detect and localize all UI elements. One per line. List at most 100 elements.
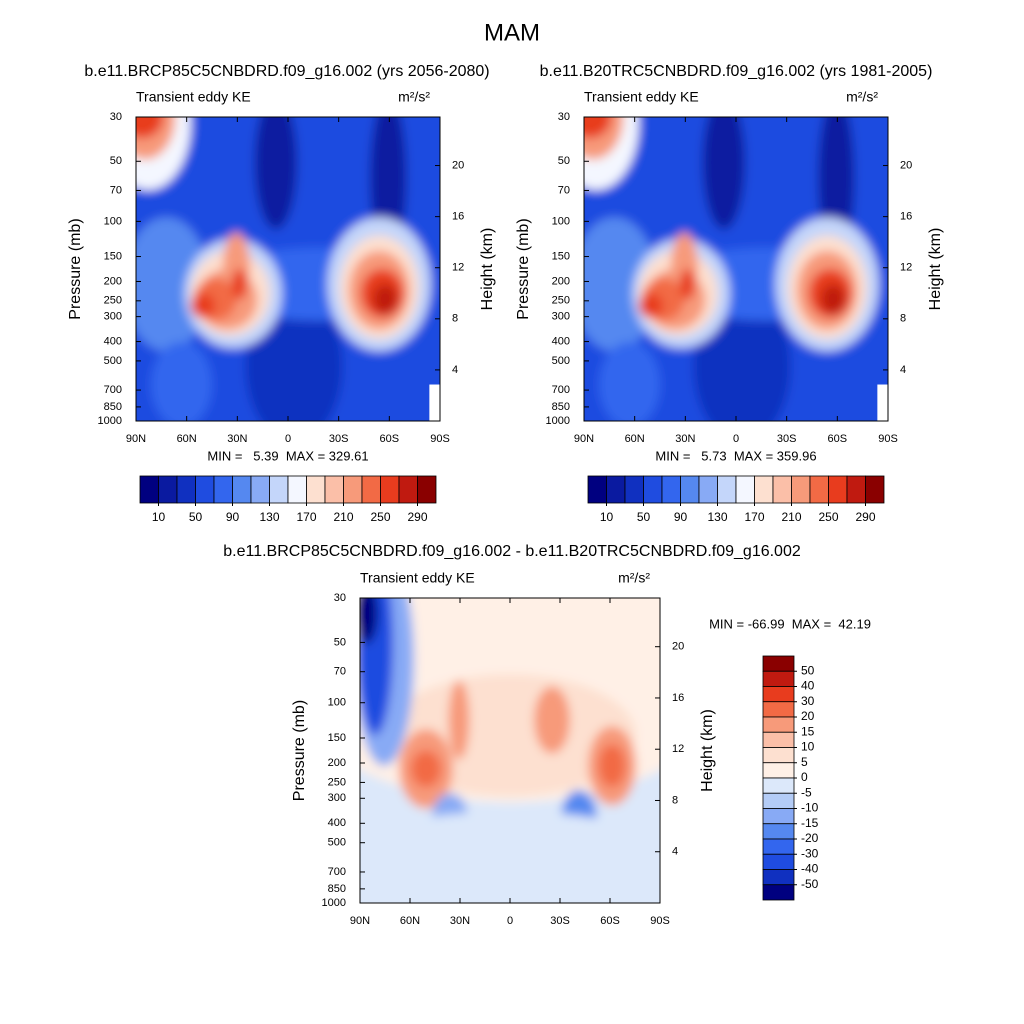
colorbar-box: [232, 475, 252, 504]
y2-axis-title: Height (km): [927, 228, 944, 311]
colorbar-box: [865, 475, 885, 504]
colorbar-box: [762, 823, 795, 840]
x-tick-label: 90S: [878, 433, 898, 445]
contour-region: [821, 284, 846, 315]
colorbar-box: [287, 475, 307, 504]
colorbar-label: 210: [333, 510, 353, 524]
colorbar-box: [250, 475, 270, 504]
y-tick-label: 250: [104, 295, 122, 307]
y2-axis-title: Height (km): [699, 709, 716, 792]
left-label: Transient eddy KE: [584, 89, 699, 105]
contour-region: [599, 341, 660, 421]
left-label: Transient eddy KE: [136, 89, 251, 105]
x-tick-label: 30N: [675, 433, 695, 445]
x-tick-label: 30N: [450, 915, 470, 927]
x-tick-label: 60N: [400, 915, 420, 927]
colorbar-label: 290: [855, 510, 875, 524]
colorbar-label: -50: [801, 877, 819, 891]
colorbar-box: [643, 475, 663, 504]
y-axis-title: Pressure (mb): [515, 218, 532, 319]
y-tick-label: 300: [552, 311, 570, 323]
figure-title: MAM: [484, 19, 540, 46]
colorbar-box: [606, 475, 626, 504]
colorbar-box: [754, 475, 774, 504]
x-tick-label: 30S: [550, 915, 570, 927]
colorbar-box: [698, 475, 718, 504]
colorbar-box: [158, 475, 178, 504]
y-tick-label: 850: [104, 401, 122, 413]
colorbar-box: [791, 475, 811, 504]
y-tick-label: 50: [558, 155, 570, 167]
units-label: m²/s²: [618, 570, 650, 586]
colorbar-box: [809, 475, 829, 504]
y-tick-label: 70: [558, 184, 570, 196]
colorbar-label: 210: [781, 510, 801, 524]
colorbar-box: [361, 475, 381, 504]
colorbar-box: [762, 869, 795, 886]
x-tick-label: 60S: [828, 433, 848, 445]
colorbar-box: [306, 475, 326, 504]
contour-region: [373, 284, 398, 315]
y2-tick-label: 12: [452, 262, 464, 274]
colorbar-box: [762, 762, 795, 779]
colorbar-label: 50: [801, 663, 815, 677]
y2-tick-label: 16: [452, 211, 464, 223]
contour-shapes: [360, 598, 660, 903]
x-tick-label: 90N: [574, 433, 594, 445]
colorbar-box: [762, 747, 795, 764]
colorbar-box: [343, 475, 363, 504]
x-tick-label: 90N: [350, 915, 370, 927]
y2-tick-label: 4: [900, 364, 906, 376]
colorbar-label: 250: [818, 510, 838, 524]
colorbar-box: [762, 838, 795, 855]
contour-field: [584, 117, 888, 421]
colorbar-label: 90: [674, 510, 688, 524]
y2-tick-label: 8: [452, 313, 458, 325]
contour-region: [679, 269, 695, 300]
colorbar-box: [735, 475, 755, 504]
colorbar-label: -10: [801, 801, 819, 815]
y-tick-label: 70: [334, 666, 346, 678]
colorbar-label: 290: [407, 510, 427, 524]
missing-region: [877, 384, 888, 421]
colorbar-box: [762, 670, 795, 687]
panel-subtitle: b.e11.BRCP85C5CNBDRD.f09_g16.002 (yrs 20…: [84, 63, 489, 80]
y-tick-label: 70: [110, 184, 122, 196]
y-tick-label: 250: [552, 295, 570, 307]
y2-tick-label: 4: [672, 846, 678, 858]
colorbar-label: -15: [801, 816, 819, 830]
y-tick-label: 500: [104, 355, 122, 367]
y-tick-label: 300: [328, 792, 346, 804]
colorbar-label: 40: [801, 679, 815, 693]
y-tick-label: 1000: [546, 415, 570, 427]
units-label: m²/s²: [398, 89, 430, 105]
contour-region: [534, 686, 570, 754]
y-tick-label: 200: [552, 275, 570, 287]
colorbar-box: [762, 701, 795, 718]
contour-region: [190, 293, 216, 318]
colorbar-box: [680, 475, 700, 504]
y-tick-label: 400: [552, 335, 570, 347]
y-tick-label: 150: [328, 732, 346, 744]
colorbar-box: [398, 475, 418, 504]
y-tick-label: 850: [552, 401, 570, 413]
contour-region: [136, 117, 164, 139]
y-tick-label: 150: [104, 250, 122, 262]
y2-tick-label: 8: [672, 794, 678, 806]
y-tick-label: 30: [110, 111, 122, 123]
colorbar-label: 90: [226, 510, 240, 524]
contour-field: [136, 117, 440, 421]
y-tick-label: 100: [552, 215, 570, 227]
y2-tick-label: 12: [672, 743, 684, 755]
colorbar-label: 130: [259, 510, 279, 524]
colorbar-box: [324, 475, 344, 504]
y-tick-label: 300: [104, 311, 122, 323]
contour-region: [151, 341, 212, 421]
y2-tick-label: 12: [900, 262, 912, 274]
colorbar-box: [762, 777, 795, 794]
colorbar-box: [762, 716, 795, 733]
y-tick-label: 500: [328, 837, 346, 849]
contour-region: [254, 117, 298, 230]
stats-label: MIN = 5.39 MAX = 329.61: [207, 448, 368, 463]
